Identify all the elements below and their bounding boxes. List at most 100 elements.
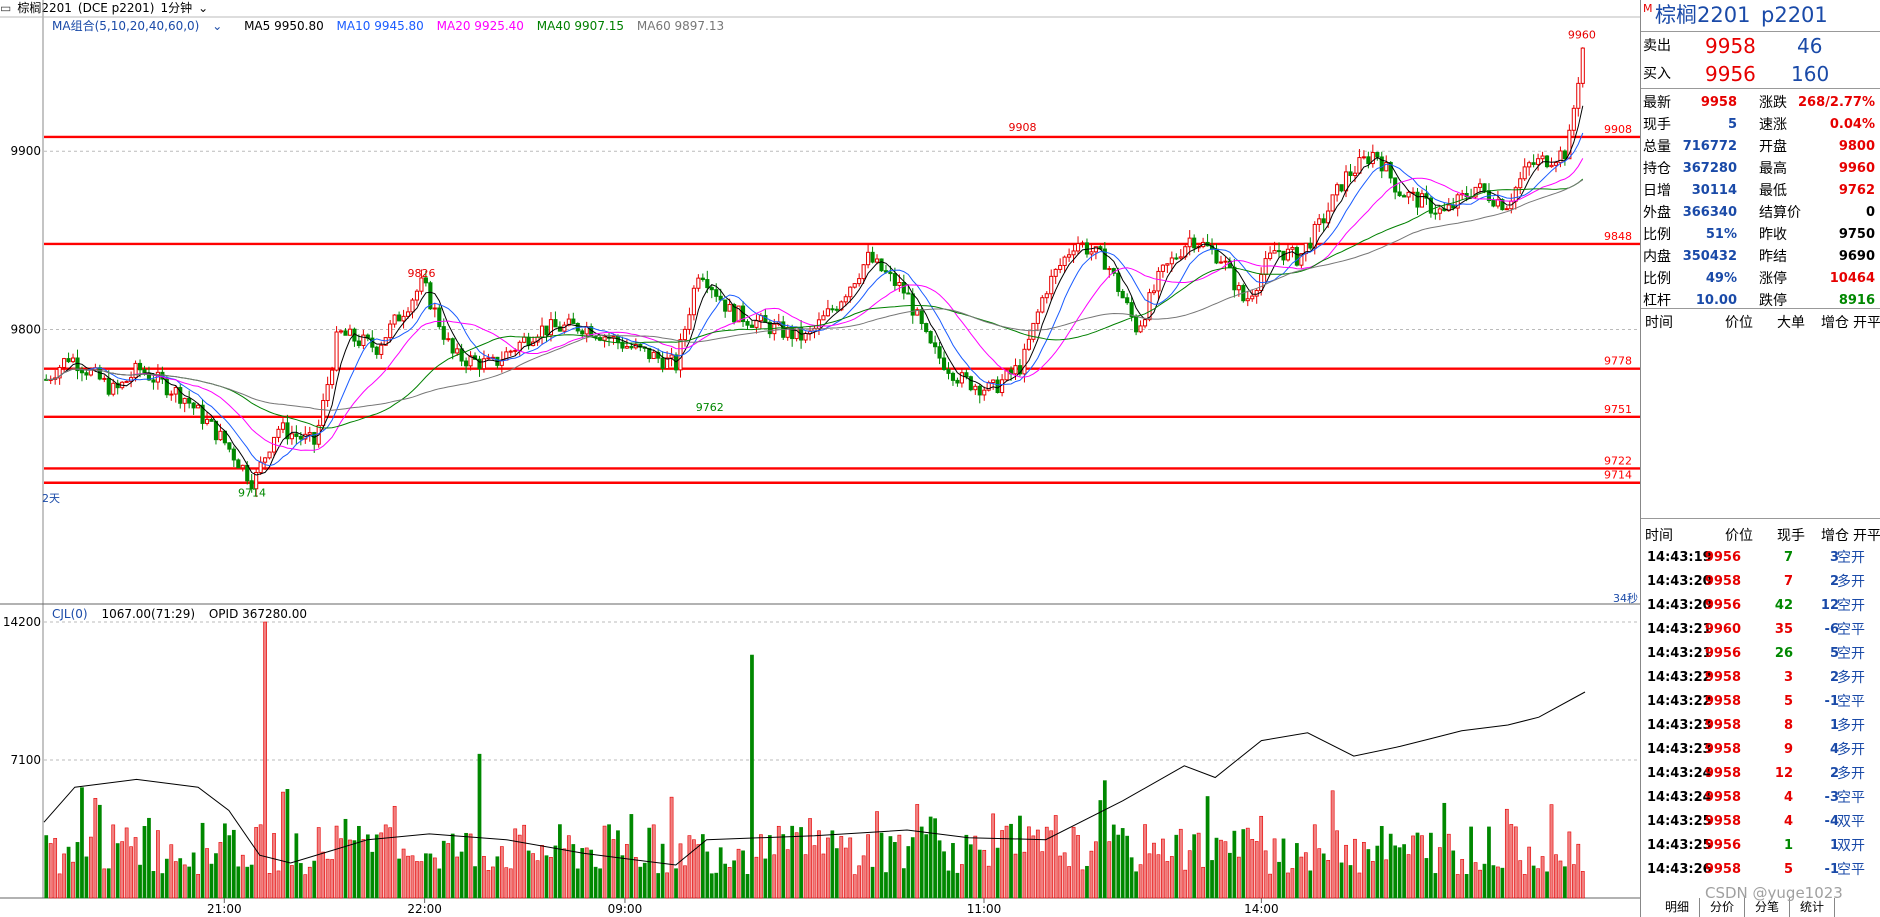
- symbol-title: 棕榈2201: [17, 1, 72, 15]
- candle: [879, 258, 884, 272]
- candle: [857, 278, 862, 285]
- stat-value: 30114: [1691, 183, 1737, 198]
- volume-bar: [683, 865, 687, 899]
- volume-bar: [848, 837, 853, 899]
- tick-row[interactable]: 14:43:19 9956 7 3 空开: [1641, 546, 1880, 570]
- candle: [57, 366, 62, 379]
- candle: [1357, 157, 1362, 174]
- tick-row[interactable]: 14:43:22 9958 5 -1 空平: [1641, 690, 1880, 714]
- volume-bar: [508, 868, 513, 899]
- stat-label: 最新: [1643, 95, 1671, 111]
- tick-open-close: 空平: [1837, 694, 1865, 710]
- candle: [1473, 186, 1478, 198]
- volume-indicator-name[interactable]: CJL(0): [52, 607, 88, 621]
- candle: [691, 287, 696, 316]
- candle: [1169, 257, 1174, 265]
- volume-bar: [446, 843, 451, 899]
- volume-bar: [1178, 828, 1183, 899]
- tick-price: 9958: [1704, 670, 1741, 685]
- volume-bar: [254, 827, 259, 899]
- stat-label: 内盘: [1643, 249, 1671, 265]
- volume-bar: [334, 825, 339, 899]
- volume-bar: [1250, 839, 1255, 899]
- volume-bar: [1424, 858, 1429, 899]
- tab-明细[interactable]: 明细: [1655, 898, 1701, 917]
- volume-bar: [1384, 859, 1389, 899]
- volume-bar: [111, 824, 116, 899]
- stat-value: 10.00: [1695, 293, 1737, 308]
- tab-分笔[interactable]: 分笔: [1745, 898, 1791, 917]
- volume-bar: [924, 834, 929, 899]
- period-selector[interactable]: 1分钟 ⌄: [160, 1, 209, 15]
- tick-price: 9958: [1704, 814, 1741, 829]
- volume-bar: [808, 818, 812, 899]
- tick-row[interactable]: 14:43:21 9956 26 5 空开: [1641, 642, 1880, 666]
- candle: [995, 379, 1000, 394]
- volume-bar: [316, 827, 321, 899]
- volume-bar: [1545, 871, 1549, 899]
- volume-bar: [1295, 843, 1299, 899]
- stat-value: 0.04%: [1829, 117, 1875, 132]
- volume-bar: [620, 855, 625, 899]
- tab-统计[interactable]: 统计: [1790, 898, 1836, 917]
- tab-分价[interactable]: 分价: [1700, 898, 1746, 917]
- volume-bar: [834, 848, 839, 899]
- candle: [196, 404, 201, 409]
- candle: [1053, 268, 1058, 277]
- candle: [848, 286, 853, 298]
- stat-value: 9958: [1700, 95, 1737, 110]
- candle: [1553, 162, 1559, 166]
- volume-bar: [102, 868, 107, 899]
- candle: [84, 372, 89, 376]
- ma-group-selector[interactable]: MA组合(5,10,20,40,60,0) ⌄: [52, 19, 223, 33]
- volume-bar: [526, 850, 531, 899]
- tick-time: 14:43:21: [1647, 646, 1712, 661]
- volume-bar: [928, 816, 933, 899]
- volume-bar: [919, 826, 924, 899]
- volume-bar: [236, 866, 241, 899]
- candle: [280, 422, 286, 430]
- volume-bar: [656, 873, 661, 899]
- buy-price: 9956: [1705, 62, 1756, 86]
- tick-open-close: 多开: [1837, 766, 1865, 782]
- volume-bar: [897, 834, 902, 899]
- candle: [1428, 197, 1433, 214]
- tick-row[interactable]: 14:43:20 9958 7 2 多开: [1641, 570, 1880, 594]
- tick-row[interactable]: 14:43:25 9956 1 1 双开: [1641, 834, 1880, 858]
- horizontal-line-label: 9714: [1604, 469, 1632, 482]
- column-header: 增仓: [1821, 528, 1849, 544]
- tick-row[interactable]: 14:43:20 9956 42 12 空开: [1641, 594, 1880, 618]
- volume-bar: [1576, 843, 1581, 899]
- volume-bar: [209, 863, 214, 899]
- tick-oi-change: -6: [1824, 622, 1839, 637]
- tick-row[interactable]: 14:43:25 9958 4 -4 双平: [1641, 810, 1880, 834]
- volume-bar: [821, 853, 826, 899]
- contract-name: 棕榈2201: [1655, 3, 1751, 27]
- candle: [651, 351, 656, 360]
- candle: [562, 324, 567, 332]
- chart-area[interactable]: ▭ 棕榈2201 (DCE p2201) 1分钟 ⌄ MA组合(5,10,20,40,6…: [0, 0, 1640, 917]
- stat-label: 最高: [1759, 161, 1787, 177]
- sell-row: 卖出 9958 46: [1641, 33, 1880, 59]
- tick-row[interactable]: 14:43:21 9960 35 -6 空平: [1641, 618, 1880, 642]
- candle: [423, 277, 428, 284]
- candle: [834, 308, 839, 311]
- candle: [1178, 256, 1183, 259]
- tick-row[interactable]: 14:43:24 9958 4 -3 空平: [1641, 786, 1880, 810]
- chart-svg[interactable]: 9900 9800 14200 7100 21:00 22:00 09:00 11:00 14:…: [0, 0, 1640, 917]
- volume-bar: [1067, 866, 1071, 899]
- tick-row[interactable]: 14:43:22 9958 3 2 多开: [1641, 666, 1880, 690]
- volume-bar: [513, 828, 518, 899]
- candle: [968, 376, 973, 391]
- stats-row: 现手 5 速涨 0.04%: [1641, 114, 1880, 136]
- tick-row[interactable]: 14:43:23 9958 8 1 多开: [1641, 714, 1880, 738]
- candle: [1276, 250, 1282, 253]
- tick-row[interactable]: 14:43:24 9958 12 2 多开: [1641, 762, 1880, 786]
- volume-bar: [1174, 834, 1179, 899]
- volume-bar: [857, 865, 862, 899]
- tick-row[interactable]: 14:43:26 9958 5 -1 空平: [1641, 858, 1880, 882]
- candle: [410, 299, 415, 313]
- tick-row[interactable]: 14:43:23 9958 9 4 多开: [1641, 738, 1880, 762]
- stats-row: 总量 716772 开盘 9800: [1641, 136, 1880, 158]
- candle: [928, 331, 933, 344]
